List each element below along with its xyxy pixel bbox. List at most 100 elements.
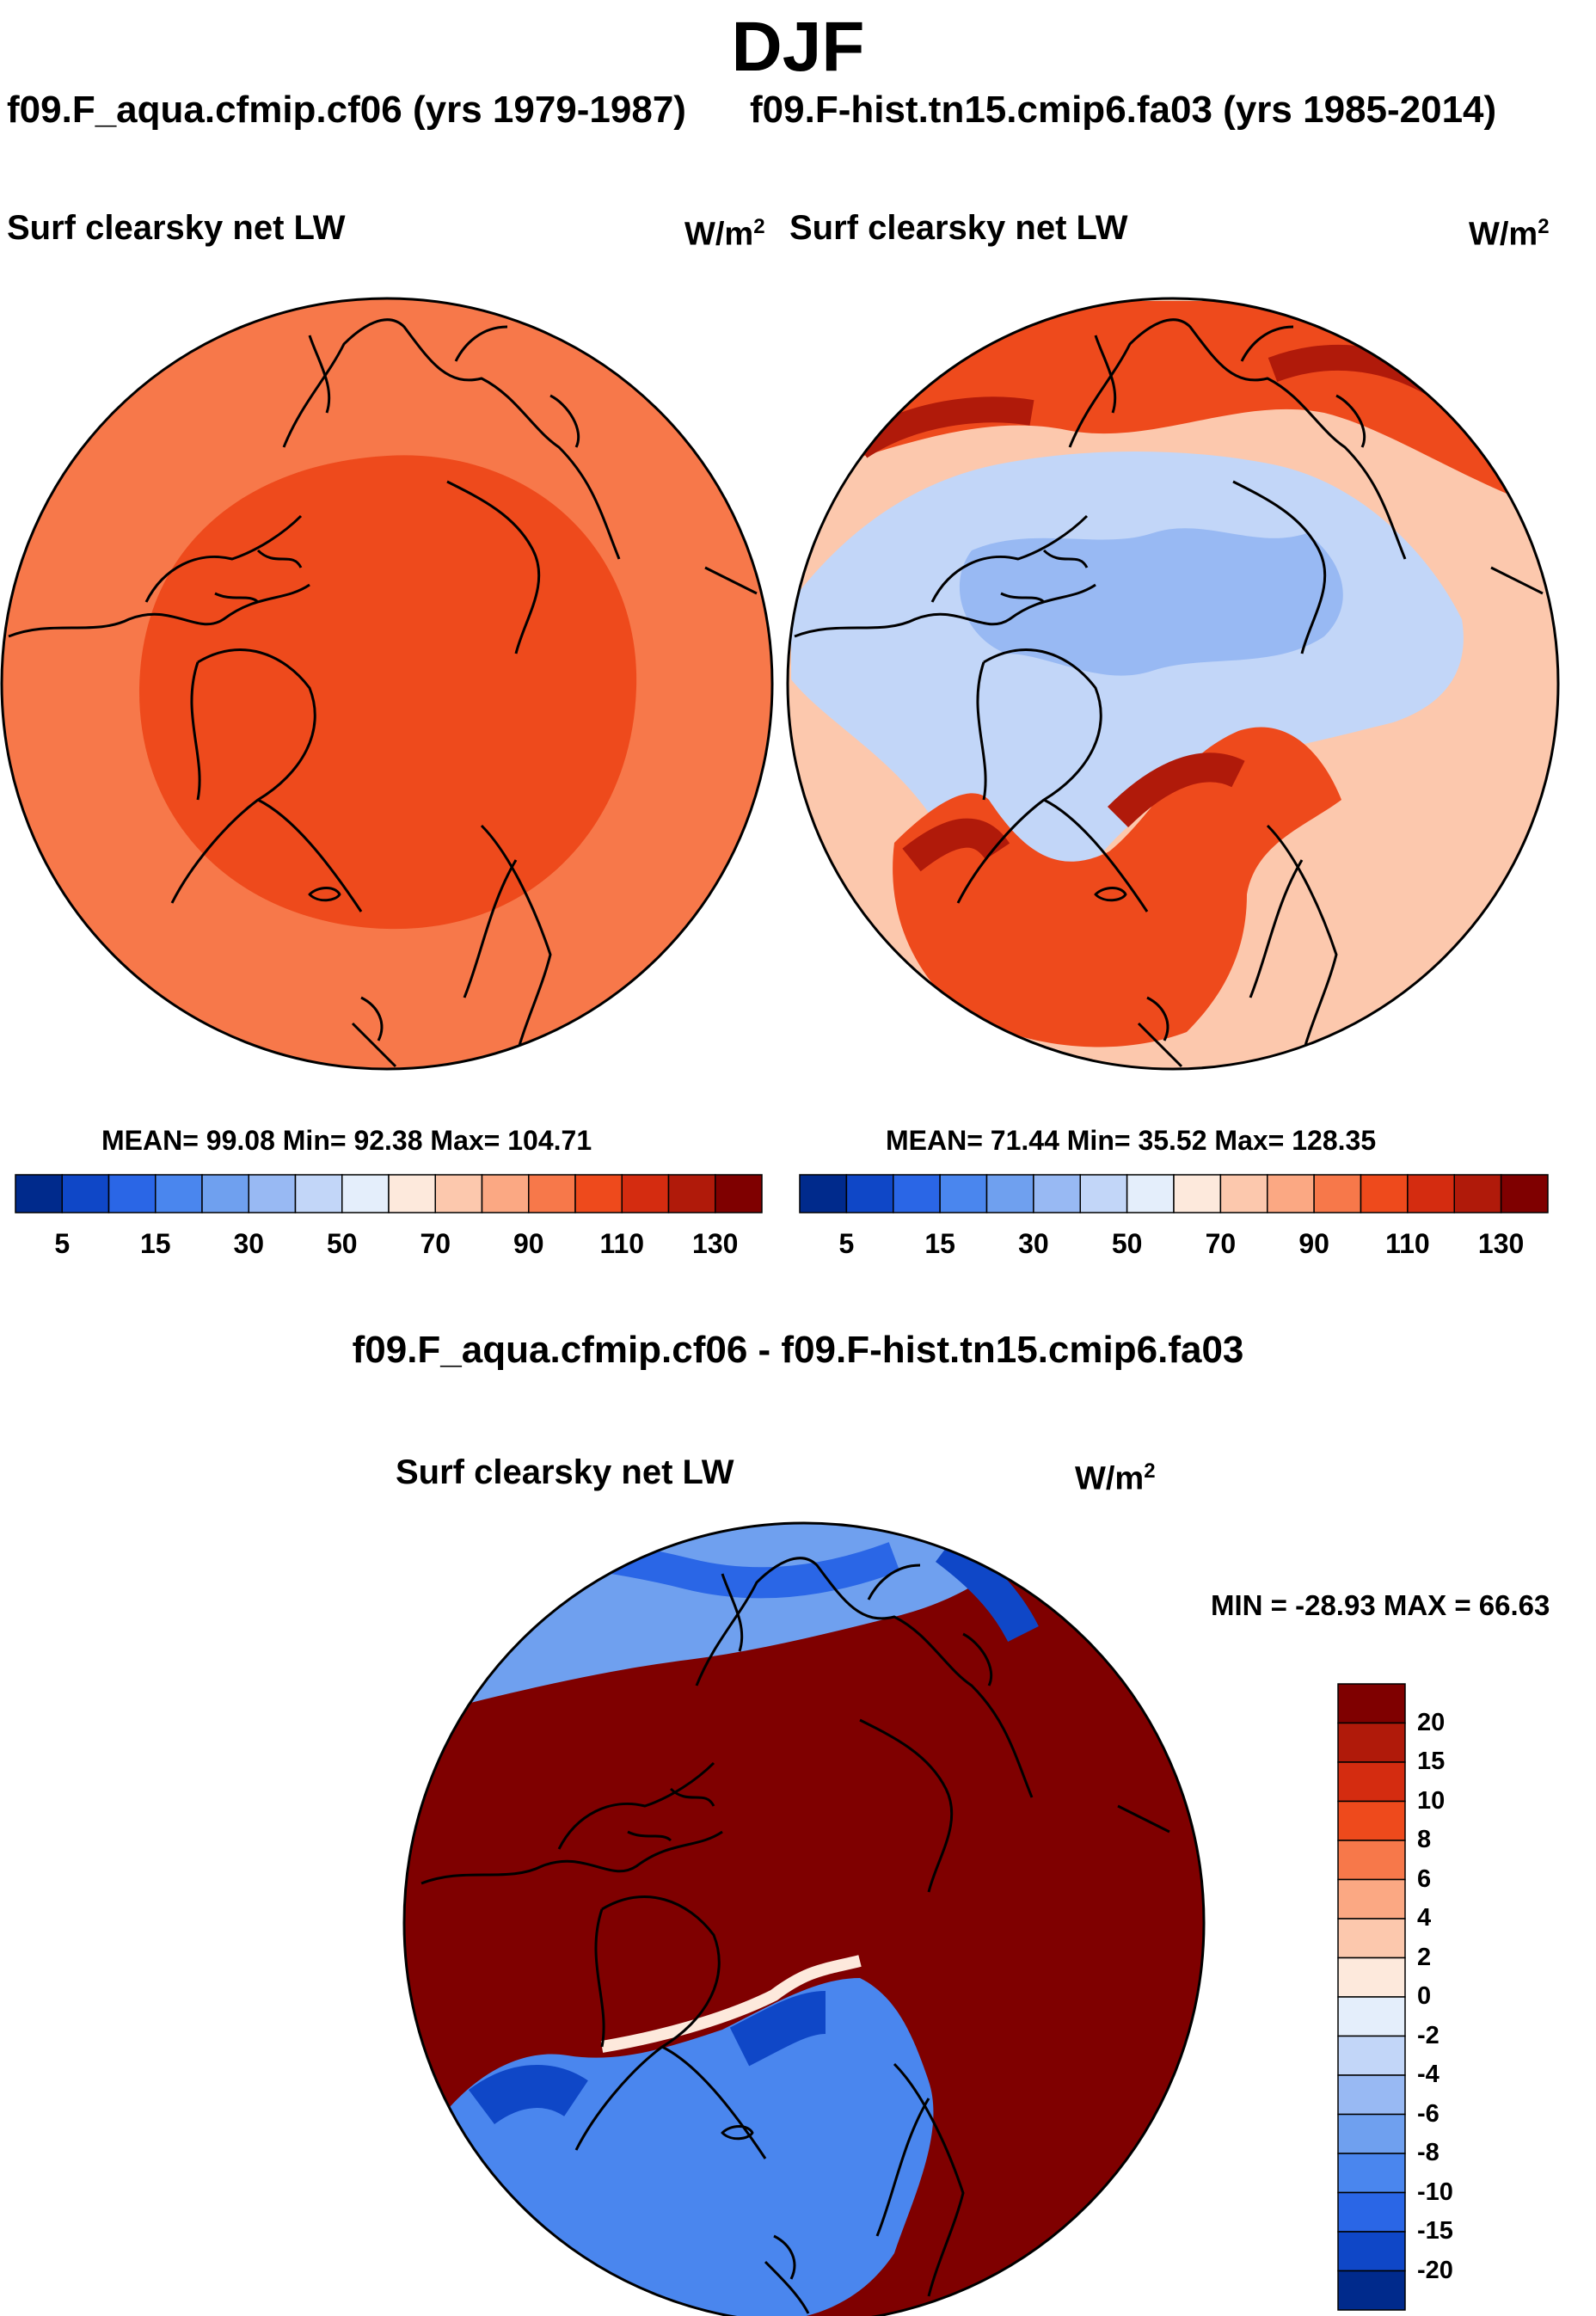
colorbar-swatch [248,1174,297,1213]
test-panel-title: Surf clearsky net LW [7,209,346,247]
diff-minmax: MIN = -28.93 MAX = 66.63 [1211,1589,1550,1621]
colorbar-swatch [1337,1840,1406,1881]
colorbar-swatch [893,1174,941,1213]
test-map [2,298,772,1069]
colorbar-swatch [715,1174,763,1213]
diff-map-bering-cold [935,1534,1039,1643]
colorbar-swatch [799,1174,848,1213]
diff-panel-title: Surf clearsky net LW [396,1453,734,1491]
colorbar-tick-label: 70 [1205,1228,1237,1259]
colorbar-swatch [1267,1174,1315,1213]
colorbar-swatch [294,1174,343,1213]
diff-map-border [402,1521,1206,2316]
colorbar-tick-label: 70 [420,1228,451,1259]
colorbar-swatch [939,1174,988,1213]
test-map-coastlines [8,318,758,1068]
colorbar-tick-label: 130 [692,1228,739,1259]
control-map [788,298,1558,1069]
colorbar-swatch [1337,1996,1406,2037]
colorbar-tick-label: -8 [1417,2139,1439,2166]
colorbar-tick-label: -20 [1417,2256,1453,2284]
colorbar-tick-label: 5 [838,1228,855,1259]
control-map-atlantic-warm [893,727,1341,1047]
left-case-title: f09.F_aqua.cfmip.cf06 (yrs 1979-1987) [7,89,686,131]
right-case-title: f09.F-hist.tn15.cmip6.fa03 (yrs 1985-201… [750,89,1497,131]
colorbar-swatch [1337,1761,1406,1803]
colorbar-swatch [1126,1174,1175,1213]
control-colorbar [799,1174,1549,1213]
colorbar-tick-label: 110 [599,1228,645,1259]
diff-map-coastlines [420,1557,1170,2314]
colorbar-swatch [1407,1174,1455,1213]
colorbar-swatch [667,1174,716,1213]
colorbar-tick-label: 20 [1417,1708,1446,1736]
diff-title: f09.F_aqua.cfmip.cf06 - f09.F-hist.tn15.… [352,1329,1244,1371]
colorbar-tick-label: 6 [1417,1864,1432,1893]
colorbar-swatch [1337,2191,1406,2233]
colorbar-swatch [1337,2153,1406,2194]
test-panel-units: W/m2 [684,215,765,253]
season-title: DJF [731,8,865,86]
colorbar-tick-label: 2 [1417,1943,1432,1971]
colorbar-swatch [155,1174,203,1213]
colorbar-tick-label: -15 [1417,2217,1453,2245]
colorbar-swatch [1453,1174,1502,1213]
colorbar-swatch [1219,1174,1268,1213]
colorbar-tick-label: 8 [1417,1826,1432,1853]
colorbar-swatch [481,1174,530,1213]
diff-map-atlantic-cold-core [469,1991,827,2125]
colorbar-tick-label: 30 [233,1228,265,1259]
colorbar-swatch [1337,2074,1406,2116]
diff-map [404,1523,1204,2316]
colorbar-swatch [1337,2270,1406,2311]
control-panel-stats: MEAN= 71.44 Min= 35.52 Max= 128.35 [886,1125,1377,1156]
colorbar-tick-label: 5 [54,1228,71,1259]
colorbar-swatch [845,1174,894,1213]
colorbar-swatch [434,1174,483,1213]
colorbar-swatch [1337,1918,1406,1959]
colorbar-swatch [1337,2113,1406,2154]
test-map-border [0,297,774,1071]
colorbar-tick-label: 50 [1111,1228,1143,1259]
diff-map-atlantic-zero-band [600,1955,862,2053]
control-map-arctic-core [959,528,1343,676]
colorbar-swatch [1313,1174,1362,1213]
colorbar-swatch [341,1174,390,1213]
colorbar-swatch [1173,1174,1222,1213]
colorbar-swatch [528,1174,576,1213]
colorbar-swatch [1337,1878,1406,1920]
colorbar-swatch [1337,2035,1406,2076]
colorbar-swatch [1337,1957,1406,1998]
colorbar-tick-label: 130 [1477,1228,1525,1259]
colorbar-tick-label: 110 [1385,1228,1430,1259]
colorbar-swatch [621,1174,670,1213]
colorbar-tick-label: 30 [1018,1228,1049,1259]
colorbar-swatch [1337,1800,1406,1841]
diff-panel-units: W/m2 [1075,1459,1156,1497]
colorbar-tick-label: 50 [326,1228,358,1259]
test-panel-stats: MEAN= 99.08 Min= 92.38 Max= 104.71 [101,1125,592,1156]
colorbar-swatch [1500,1174,1549,1213]
colorbar-tick-label: 90 [513,1228,544,1259]
control-panel-units: W/m2 [1469,215,1550,253]
control-map-coastlines [794,318,1544,1068]
test-map-field-inner [138,455,637,930]
colorbar-swatch [107,1174,157,1213]
colorbar-swatch [1033,1174,1081,1213]
colorbar-swatch [574,1174,623,1213]
test-colorbar [15,1174,763,1213]
colorbar-swatch [1337,1683,1406,1724]
colorbar-swatch [201,1174,249,1213]
colorbar-swatch [15,1174,63,1213]
colorbar-swatch [1079,1174,1128,1213]
colorbar-swatch [1360,1174,1409,1213]
colorbar-tick-label: 90 [1298,1228,1329,1259]
colorbar-tick-label: 0 [1417,1982,1432,2010]
colorbar-swatch [985,1174,1034,1213]
diff-colorbar [1337,1683,1406,2311]
colorbar-swatch [61,1174,110,1213]
colorbar-tick-label: 15 [1417,1748,1446,1775]
colorbar-swatch [1337,1722,1406,1763]
colorbar-tick-label: -4 [1417,2061,1439,2088]
